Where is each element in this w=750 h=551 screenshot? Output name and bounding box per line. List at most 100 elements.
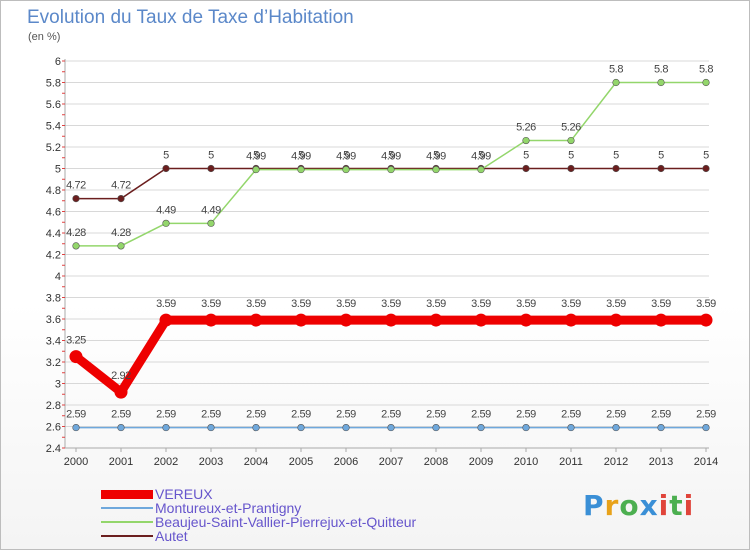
data-point-vereux: [294, 313, 308, 327]
data-point-beaujeu-saint-vallier-pierrejux-et-quitteur: [297, 165, 305, 174]
data-label-vereux: 3.59: [336, 298, 356, 310]
y-tick-label-6: 6: [55, 56, 61, 68]
data-point-beaujeu-saint-vallier-pierrejux-et-quitteur: [567, 136, 575, 145]
data-point-vereux: [429, 313, 443, 327]
y-tick-label-2.8: 2.8: [46, 400, 61, 412]
y-tick-label-4.8: 4.8: [46, 185, 61, 197]
data-point-vereux: [384, 313, 398, 327]
x-tick-label-2005: 2005: [289, 456, 313, 468]
y-tick-label-3.4: 3.4: [46, 336, 61, 348]
y-tick-label-3.6: 3.6: [46, 314, 61, 326]
legend-swatch-montureux-et-prantigny: [101, 507, 153, 509]
data-label-vereux: 2.92: [111, 370, 131, 382]
data-label-autet: 5: [208, 150, 214, 162]
data-point-autet: [567, 164, 575, 173]
logo-letter: x: [639, 489, 659, 522]
data-point-beaujeu-saint-vallier-pierrejux-et-quitteur: [207, 219, 215, 227]
y-tick-label-5.4: 5.4: [46, 121, 61, 133]
y-tick-label-5: 5: [55, 164, 61, 176]
data-point-autet: [162, 164, 170, 173]
y-tick-label-5.8: 5.8: [46, 78, 61, 90]
x-tick-label-2000: 2000: [64, 456, 88, 468]
data-point-montureux-et-prantigny: [567, 423, 575, 432]
data-point-vereux: [204, 313, 218, 327]
data-label-montureux-et-prantigny: 2.59: [561, 409, 581, 421]
data-point-beaujeu-saint-vallier-pierrejux-et-quitteur: [702, 78, 710, 87]
data-point-montureux-et-prantigny: [297, 423, 305, 432]
data-label-montureux-et-prantigny: 2.59: [516, 409, 536, 421]
legend-label-vereux: VEREUX: [155, 486, 213, 502]
data-label-beaujeu-saint-vallier-pierrejux-et-quitteur: 4.99: [381, 151, 401, 163]
data-point-vereux: [519, 313, 533, 327]
data-label-beaujeu-saint-vallier-pierrejux-et-quitteur: 5.8: [654, 64, 668, 76]
data-label-vereux: 3.59: [291, 298, 311, 310]
data-point-beaujeu-saint-vallier-pierrejux-et-quitteur: [342, 165, 350, 174]
x-tick-label-2007: 2007: [379, 456, 403, 468]
data-point-beaujeu-saint-vallier-pierrejux-et-quitteur: [522, 136, 530, 145]
data-point-vereux: [699, 313, 713, 327]
data-point-vereux: [114, 385, 128, 399]
y-tick-label-2.6: 2.6: [46, 422, 61, 434]
x-tick-label-2003: 2003: [199, 456, 223, 468]
data-point-montureux-et-prantigny: [477, 423, 485, 432]
x-tick-label-2001: 2001: [109, 456, 133, 468]
y-tick-label-2.4: 2.4: [46, 443, 61, 455]
legend: VEREUX Montureux-et-Prantigny Beaujeu-Sain…: [101, 487, 416, 543]
data-point-vereux: [159, 313, 173, 327]
data-label-vereux: 3.59: [381, 298, 401, 310]
chart-subtitle: (en %): [28, 31, 61, 43]
data-label-beaujeu-saint-vallier-pierrejux-et-quitteur: 4.49: [201, 204, 221, 216]
data-label-beaujeu-saint-vallier-pierrejux-et-quitteur: 4.99: [471, 151, 491, 163]
data-label-beaujeu-saint-vallier-pierrejux-et-quitteur: 4.28: [66, 227, 86, 239]
y-tick-label-3.8: 3.8: [46, 293, 61, 305]
data-point-montureux-et-prantigny: [387, 423, 395, 432]
data-point-montureux-et-prantigny: [72, 423, 80, 432]
data-label-autet: 5: [163, 150, 169, 162]
data-label-montureux-et-prantigny: 2.59: [156, 409, 176, 421]
series-line-beaujeu-saint-vallier-pierrejux-et-quitteur: [75, 81, 707, 247]
data-point-autet: [117, 195, 125, 203]
data-label-vereux: 3.59: [561, 298, 581, 310]
data-label-layer: 4.72 4.72 5 5 5 5 5 5 5 5 5 5 5 5 5 4.28 4.28 4.49 4.49 4.9…: [66, 64, 716, 421]
data-label-beaujeu-saint-vallier-pierrejux-et-quitteur: 4.28: [111, 227, 131, 239]
data-label-vereux: 3.59: [606, 298, 626, 310]
y-tick-label-5.2: 5.2: [46, 142, 61, 154]
data-point-beaujeu-saint-vallier-pierrejux-et-quitteur: [657, 78, 665, 87]
data-point-vereux: [339, 313, 353, 327]
legend-swatch-autet: [101, 535, 153, 537]
data-label-autet: 5: [433, 150, 439, 162]
data-label-beaujeu-saint-vallier-pierrejux-et-quitteur: 5.8: [609, 64, 623, 76]
data-label-montureux-et-prantigny: 2.59: [426, 409, 446, 421]
data-label-autet: 4.72: [66, 180, 86, 192]
data-label-montureux-et-prantigny: 2.59: [246, 409, 266, 421]
legend-label-autet: Autet: [155, 528, 188, 544]
data-label-vereux: 3.25: [66, 335, 86, 347]
data-label-vereux: 3.59: [471, 298, 491, 310]
data-label-beaujeu-saint-vallier-pierrejux-et-quitteur: 4.99: [291, 151, 311, 163]
data-point-beaujeu-saint-vallier-pierrejux-et-quitteur: [117, 242, 125, 250]
legend-swatch-beaujeu-saint-vallier-pierrejux-et-quitteur: [101, 521, 153, 523]
data-label-beaujeu-saint-vallier-pierrejux-et-quitteur: 4.99: [426, 151, 446, 163]
data-label-autet: 5: [343, 150, 349, 162]
data-point-autet: [612, 164, 620, 173]
y-tick-label-4.4: 4.4: [46, 228, 61, 240]
data-point-montureux-et-prantigny: [657, 423, 665, 432]
data-point-autet: [72, 195, 80, 203]
legend-label-montureux-et-prantigny: Montureux-et-Prantigny: [155, 500, 302, 516]
x-tick-label-2014: 2014: [694, 456, 718, 468]
proxiti-logo: Proxiti: [583, 489, 694, 522]
logo-letter: r: [604, 489, 620, 522]
data-point-beaujeu-saint-vallier-pierrejux-et-quitteur: [612, 78, 620, 87]
data-label-vereux: 3.59: [516, 298, 536, 310]
data-label-autet: 4.72: [111, 180, 131, 192]
y-tick-label-5.6: 5.6: [46, 99, 61, 111]
x-tick-label-2011: 2011: [559, 456, 583, 468]
data-label-beaujeu-saint-vallier-pierrejux-et-quitteur: 4.99: [246, 151, 266, 163]
y-tick-label-3: 3: [55, 379, 61, 391]
data-label-beaujeu-saint-vallier-pierrejux-et-quitteur: 5.8: [699, 64, 713, 76]
data-label-vereux: 3.59: [201, 298, 221, 310]
logo-letter: i: [658, 489, 670, 522]
data-point-montureux-et-prantigny: [342, 423, 350, 432]
axis-layer: 2.4 2.6 2.8 3 3.2 3.4 3.6 3.8 4 4.2 4.4 4.6 4.8 5 5.2 5…: [46, 56, 719, 468]
data-point-montureux-et-prantigny: [162, 423, 170, 432]
